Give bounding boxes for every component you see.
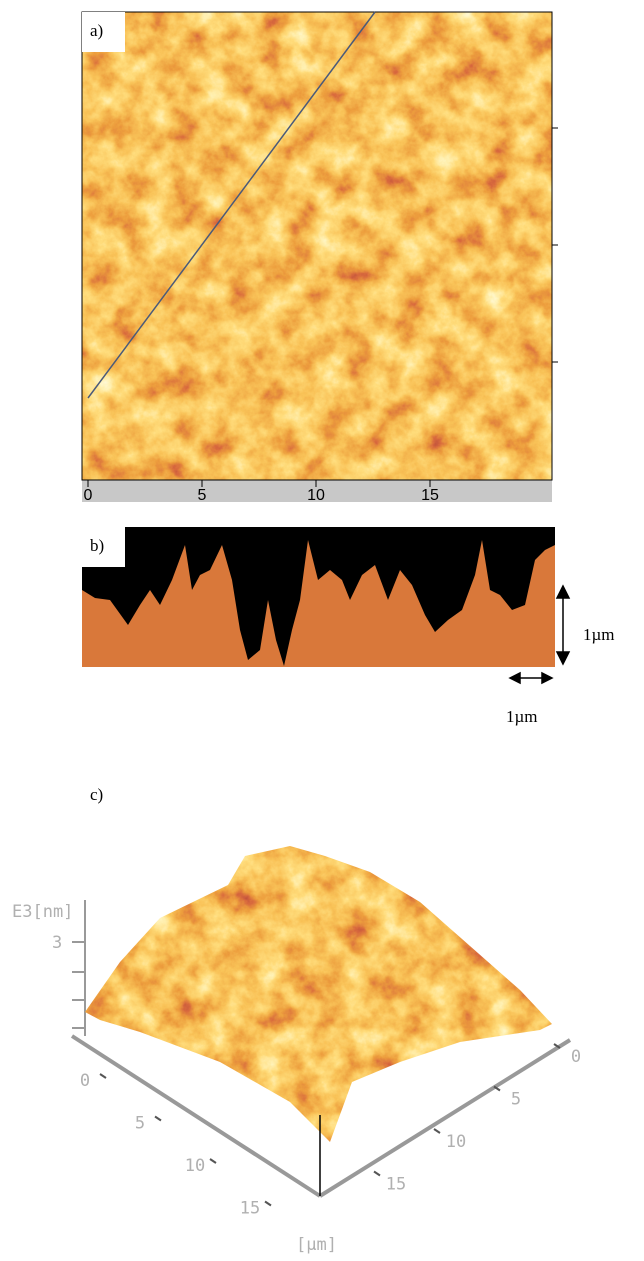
axis-tick [210, 1159, 216, 1163]
axis-tick [265, 1202, 271, 1206]
x-tick-label: 5 [198, 487, 207, 504]
axis-tick [100, 1074, 106, 1078]
x-tick-label: 0 [84, 487, 93, 504]
axis-tick-label: 15 [386, 1175, 406, 1195]
axis-tick-label: 10 [185, 1156, 205, 1176]
x-tick-label: 15 [421, 487, 439, 504]
axis-tick-label: 0 [571, 1047, 581, 1067]
axis-tick-label: 5 [135, 1114, 145, 1134]
horizontal-scale-label: 1µm [506, 707, 538, 726]
afm-image [82, 12, 552, 480]
axis-tick-label: 0 [80, 1071, 90, 1091]
z-axis [72, 900, 85, 1036]
axis-tick-label: 5 [511, 1090, 521, 1110]
axis-tick [434, 1129, 440, 1133]
figure: a) 0 5 10 15 b) 1µm 1µm c) E3[nm] 3 0 5 10 15 0… [0, 0, 644, 1261]
z-axis-label: E3[nm] [12, 902, 73, 922]
axis-tick-label: 10 [446, 1132, 466, 1152]
right-ticks [552, 128, 558, 362]
axis-unit: [µm] [296, 1235, 337, 1255]
surface-3d [80, 840, 560, 1150]
panel-label: b) [90, 536, 104, 555]
axis-tick-label: 15 [240, 1199, 260, 1219]
label-box [82, 12, 125, 52]
vertical-scale-label: 1µm [583, 625, 615, 644]
panel-label: a) [90, 21, 103, 40]
axis-tick [155, 1117, 161, 1121]
z-tick-label: 3 [52, 933, 62, 953]
x-tick-label: 10 [307, 487, 325, 504]
axis-tick [374, 1172, 380, 1176]
panel-label: c) [90, 785, 103, 804]
